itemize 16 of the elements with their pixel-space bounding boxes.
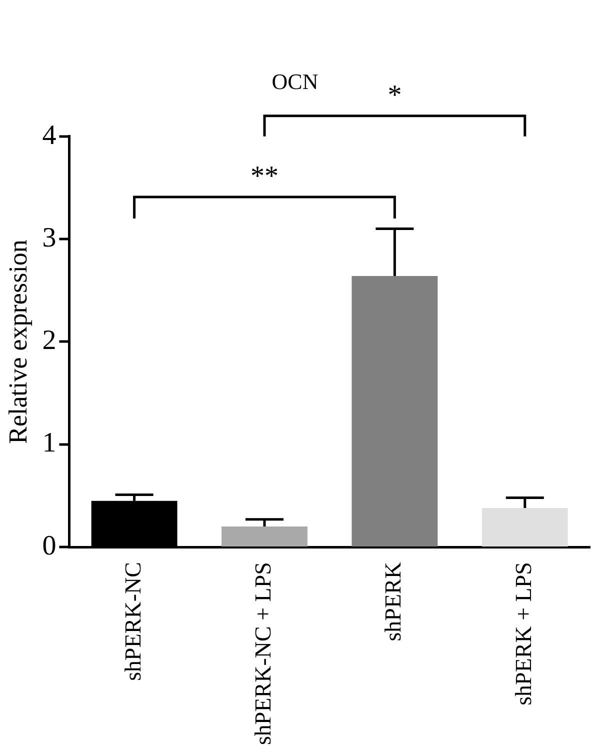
bar xyxy=(482,508,568,547)
chart-title: OCN xyxy=(272,68,318,94)
x-tick-label: shPERK-NC + LPS xyxy=(250,562,276,746)
y-tick-label: 0 xyxy=(42,530,56,562)
y-tick-label: 2 xyxy=(42,325,56,356)
y-tick-label: 3 xyxy=(42,222,56,254)
x-tick-label: shPERK-NC xyxy=(120,562,146,681)
bar xyxy=(352,276,438,547)
x-tick-label: shPERK + LPS xyxy=(510,562,536,706)
x-tick-label: shPERK xyxy=(380,562,406,642)
annotation: ** xyxy=(250,160,278,193)
y-tick-label: 1 xyxy=(42,428,56,459)
text: * xyxy=(388,80,402,112)
y-axis-title: Relative expression xyxy=(3,240,32,444)
y-tick-label: 4 xyxy=(42,120,56,151)
bar xyxy=(222,526,308,547)
